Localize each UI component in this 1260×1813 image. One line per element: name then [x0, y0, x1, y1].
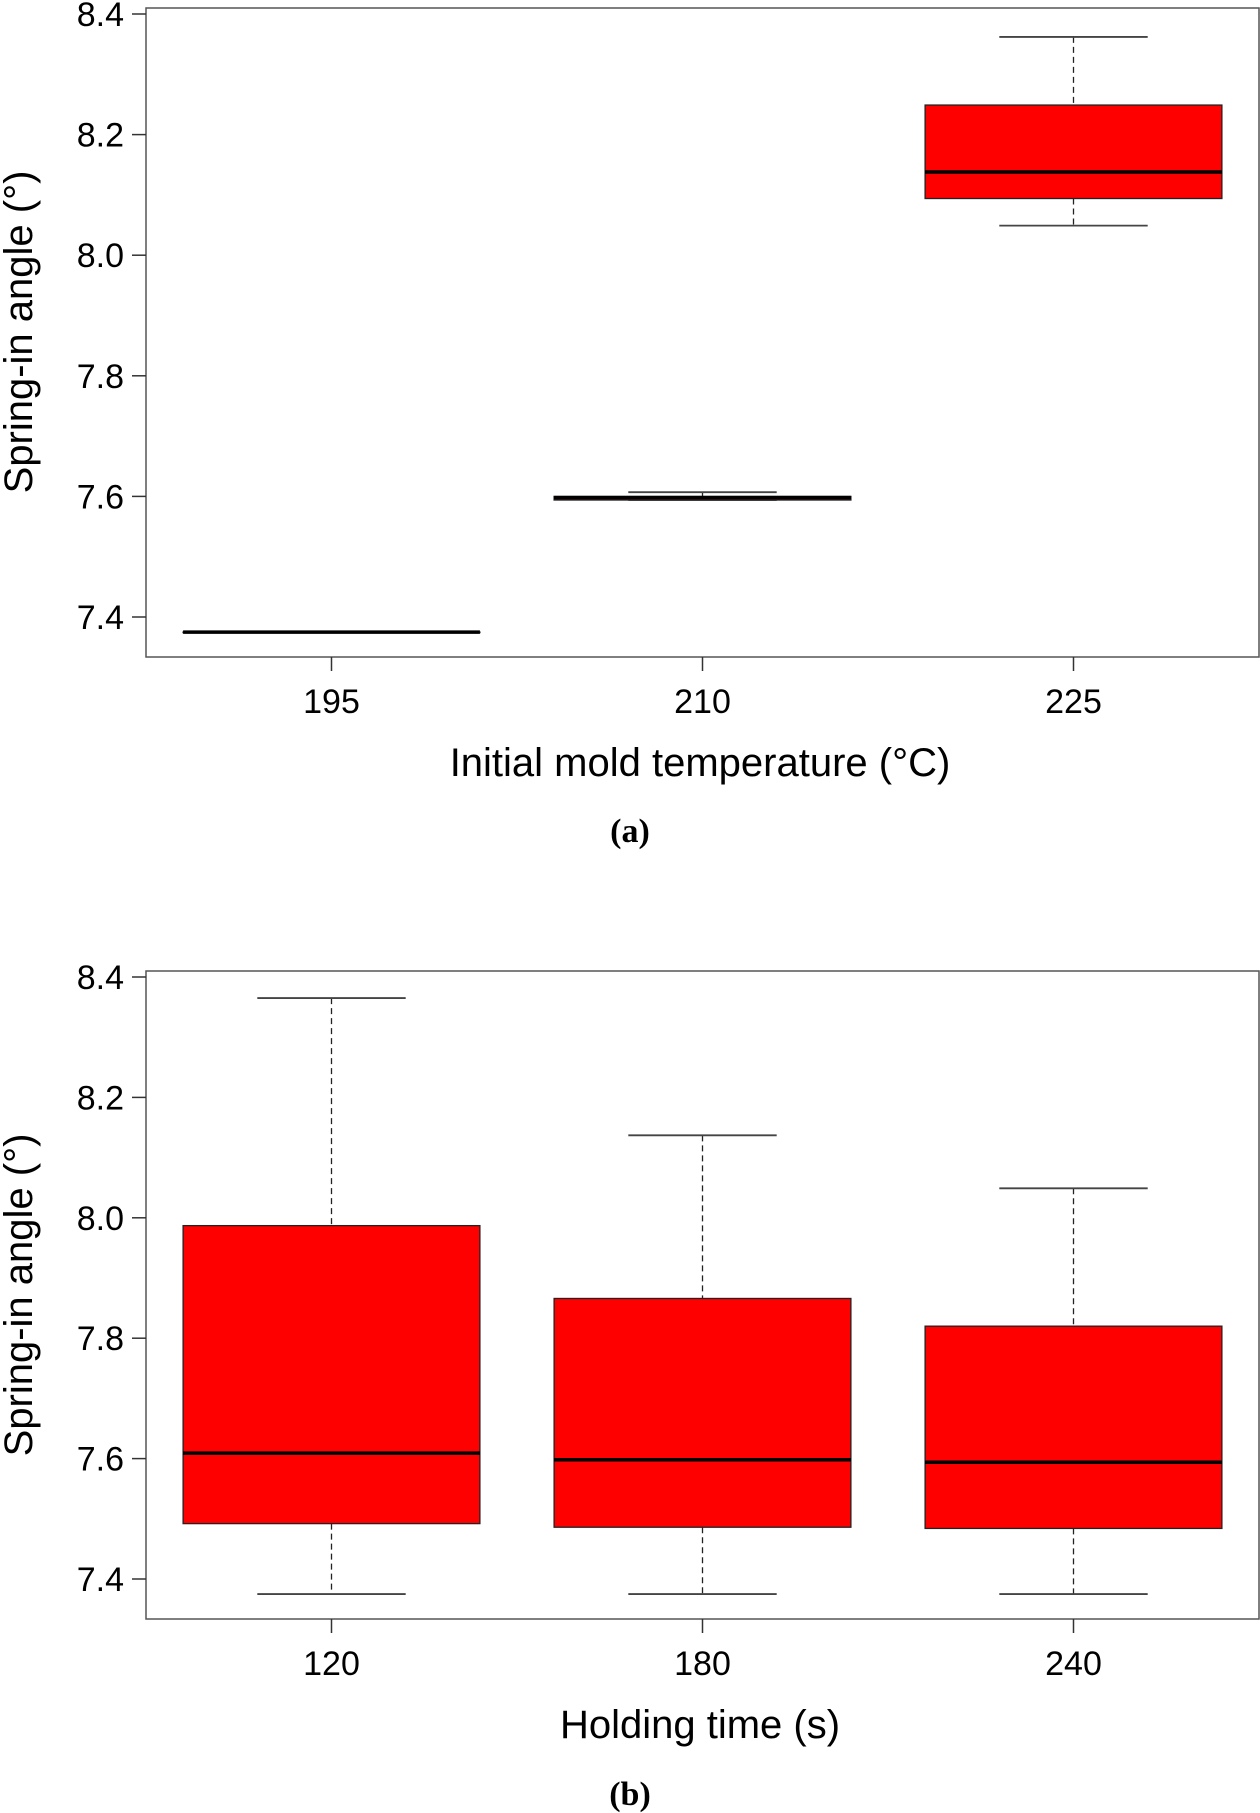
panel-a: 7.4 7.6 7.8 8.0 8.2 8.4 195 210 225 Spring-in a… — [0, 0, 1260, 850]
x-tick-label: 195 — [303, 683, 360, 721]
x-axis-title: Holding time (s) — [560, 1703, 840, 1747]
y-tick-label: 7.8 — [77, 358, 124, 396]
y-tick-label: 7.4 — [77, 1561, 124, 1599]
y-axis: 7.4 7.6 7.8 8.0 8.2 8.4 — [77, 959, 146, 1599]
y-tick-label: 7.8 — [77, 1320, 124, 1358]
x-tick-label: 240 — [1045, 1645, 1102, 1683]
y-tick-label: 8.0 — [77, 1200, 124, 1238]
panel-label-a: (a) — [610, 813, 650, 850]
box-180 — [553, 1134, 852, 1595]
panel-b: 7.4 7.6 7.8 8.0 8.2 8.4 120 180 240 Spring-in a… — [0, 959, 1260, 1813]
box-iqr — [924, 1325, 1223, 1530]
box-240 — [924, 1187, 1223, 1595]
y-axis: 7.4 7.6 7.8 8.0 8.2 8.4 — [77, 0, 146, 637]
box-225 — [924, 36, 1223, 227]
y-tick-label: 8.2 — [77, 117, 124, 155]
x-tick-label: 180 — [674, 1645, 731, 1683]
box-210 — [553, 491, 852, 501]
x-axis-title: Initial mold temperature (°C) — [450, 741, 951, 785]
y-tick-label: 7.6 — [77, 1441, 124, 1479]
y-tick-label: 8.4 — [77, 0, 124, 34]
box-marks — [182, 997, 1223, 1595]
x-tick-label: 225 — [1045, 683, 1102, 721]
y-tick-label: 8.0 — [77, 237, 124, 275]
box-iqr — [924, 104, 1223, 200]
y-tick-label: 8.2 — [77, 1079, 124, 1117]
x-tick-label: 210 — [674, 683, 731, 721]
box-marks — [182, 36, 1223, 634]
panel-label-b: (b) — [609, 1776, 651, 1813]
x-axis: 195 210 225 — [303, 657, 1102, 721]
box-120 — [182, 997, 481, 1595]
y-tick-label: 8.4 — [77, 959, 124, 997]
box-195 — [182, 630, 481, 634]
x-axis: 120 180 240 — [303, 1619, 1102, 1683]
y-tick-label: 7.6 — [77, 478, 124, 516]
y-axis-title: Spring-in angle (°) — [0, 171, 41, 494]
box-iqr — [182, 1224, 481, 1525]
y-tick-label: 7.4 — [77, 599, 124, 637]
box-iqr — [553, 1297, 852, 1528]
x-tick-label: 120 — [303, 1645, 360, 1683]
y-axis-title: Spring-in angle (°) — [0, 1134, 41, 1457]
